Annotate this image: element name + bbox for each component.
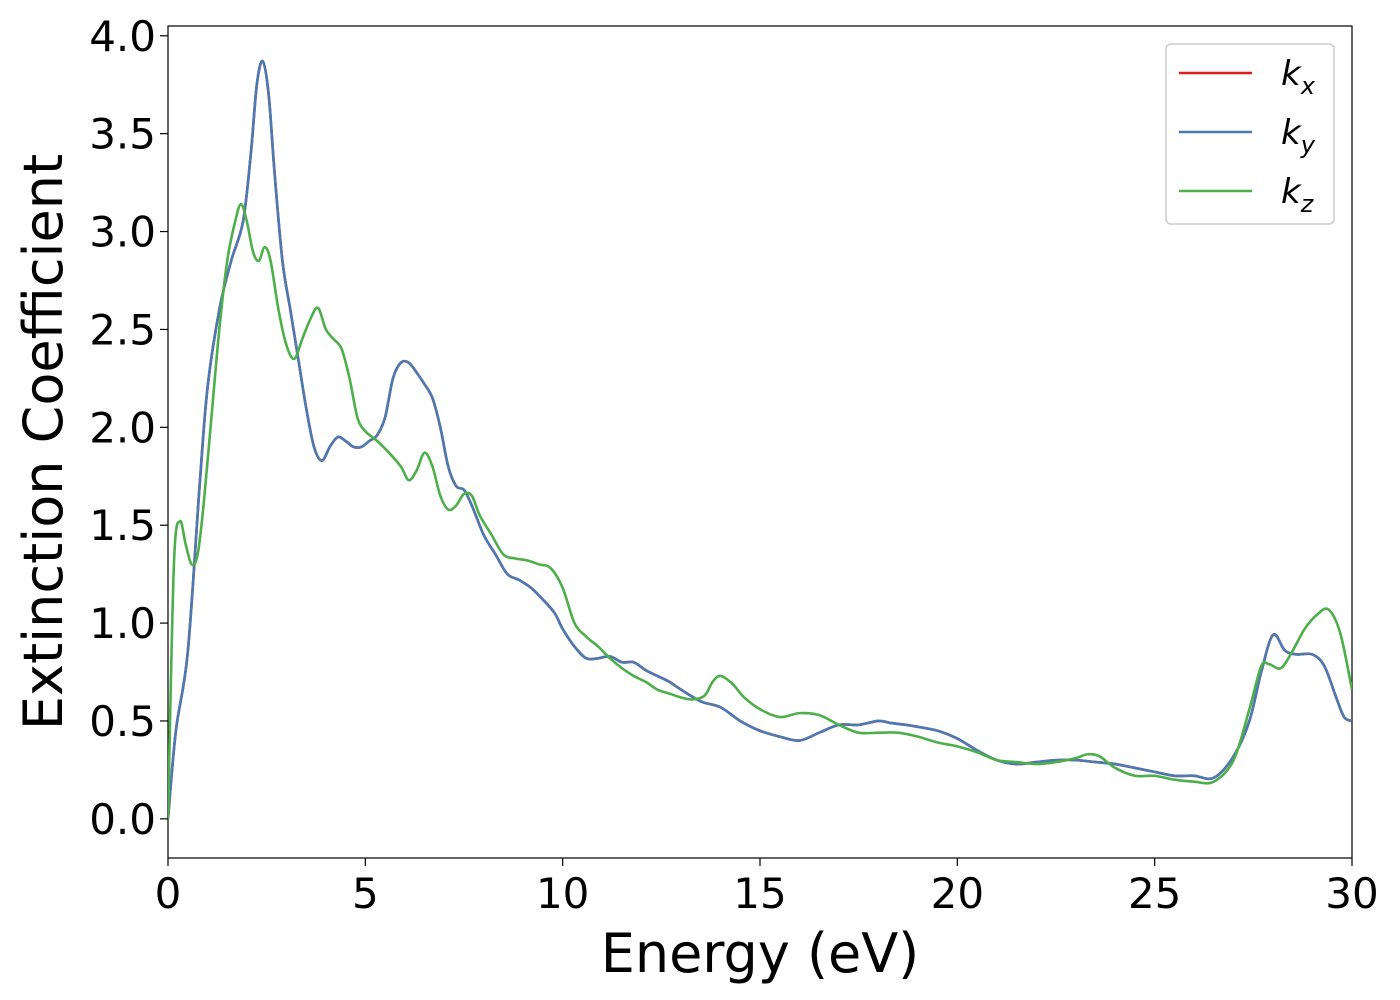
legend-box — [1165, 43, 1335, 225]
y-tick-label: 3.5 — [89, 110, 156, 159]
x-tick-label: 20 — [931, 869, 984, 918]
y-tick-label: 4.0 — [89, 12, 156, 61]
x-axis: 0 5 10 15 20 25 30 — [155, 858, 1379, 918]
series-line-kz — [168, 202, 1352, 819]
x-tick-label: 30 — [1325, 869, 1378, 918]
x-tick-label: 0 — [155, 869, 182, 918]
legend-label-ky: ky — [1281, 113, 1316, 159]
y-axis-label: Extinction Coefficient — [12, 154, 75, 730]
y-tick-label: 1.5 — [89, 501, 156, 550]
x-tick-label: 25 — [1128, 869, 1181, 918]
x-tick-label: 5 — [352, 869, 379, 918]
legend: kx ky kz — [1165, 43, 1335, 225]
x-tick-label: 15 — [733, 869, 786, 918]
series-layer — [168, 59, 1352, 819]
x-tick-label: 10 — [536, 869, 589, 918]
y-axis: 0.0 0.5 1.0 1.5 2.0 2.5 3.0 3.5 4.0 — [89, 12, 168, 844]
y-tick-label: 3.0 — [89, 208, 156, 257]
y-tick-label: 1.0 — [89, 599, 156, 648]
y-tick-label: 2.0 — [89, 403, 156, 452]
legend-label-kz: kz — [1281, 172, 1315, 218]
y-tick-label: 2.5 — [89, 305, 156, 354]
y-tick-label: 0.0 — [89, 795, 156, 844]
y-tick-label: 0.5 — [89, 697, 156, 746]
legend-items: kx ky kz — [1179, 54, 1316, 218]
x-axis-label: Energy (eV) — [601, 922, 920, 985]
legend-label-kx: kx — [1281, 54, 1316, 100]
series-line-ky — [168, 59, 1352, 819]
